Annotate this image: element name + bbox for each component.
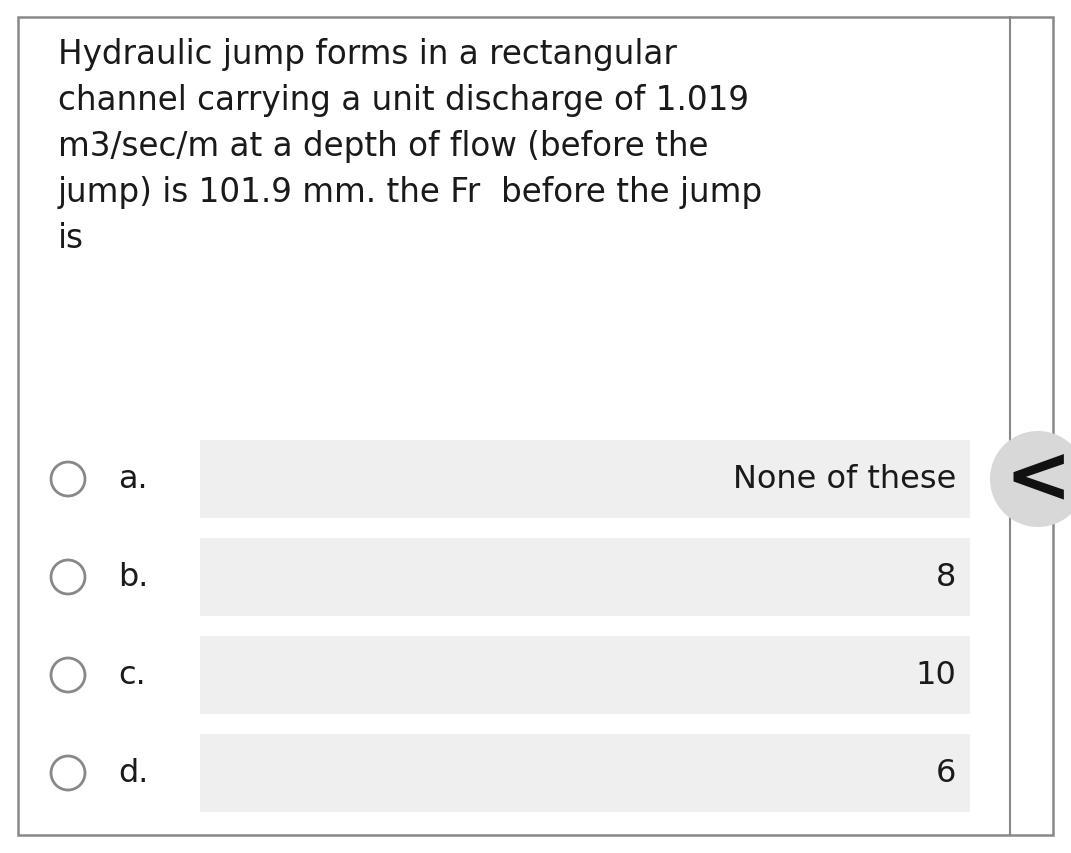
Bar [200,538,970,616]
Text: Hydraulic jump forms in a rectangular
channel carrying a unit discharge of 1.019: Hydraulic jump forms in a rectangular ch… [58,38,764,255]
Circle shape [990,432,1071,527]
Bar [200,636,970,714]
Text: 6: 6 [936,757,956,788]
Text: c.: c. [118,659,146,691]
Bar [200,440,970,519]
Text: a.: a. [118,464,148,495]
Text: 10: 10 [915,659,956,691]
Bar [200,734,970,812]
Text: b.: b. [118,562,149,593]
Text: d.: d. [118,757,149,788]
Text: None of these: None of these [733,464,956,495]
Text: 8: 8 [936,562,956,593]
Text: <: < [1005,440,1071,519]
